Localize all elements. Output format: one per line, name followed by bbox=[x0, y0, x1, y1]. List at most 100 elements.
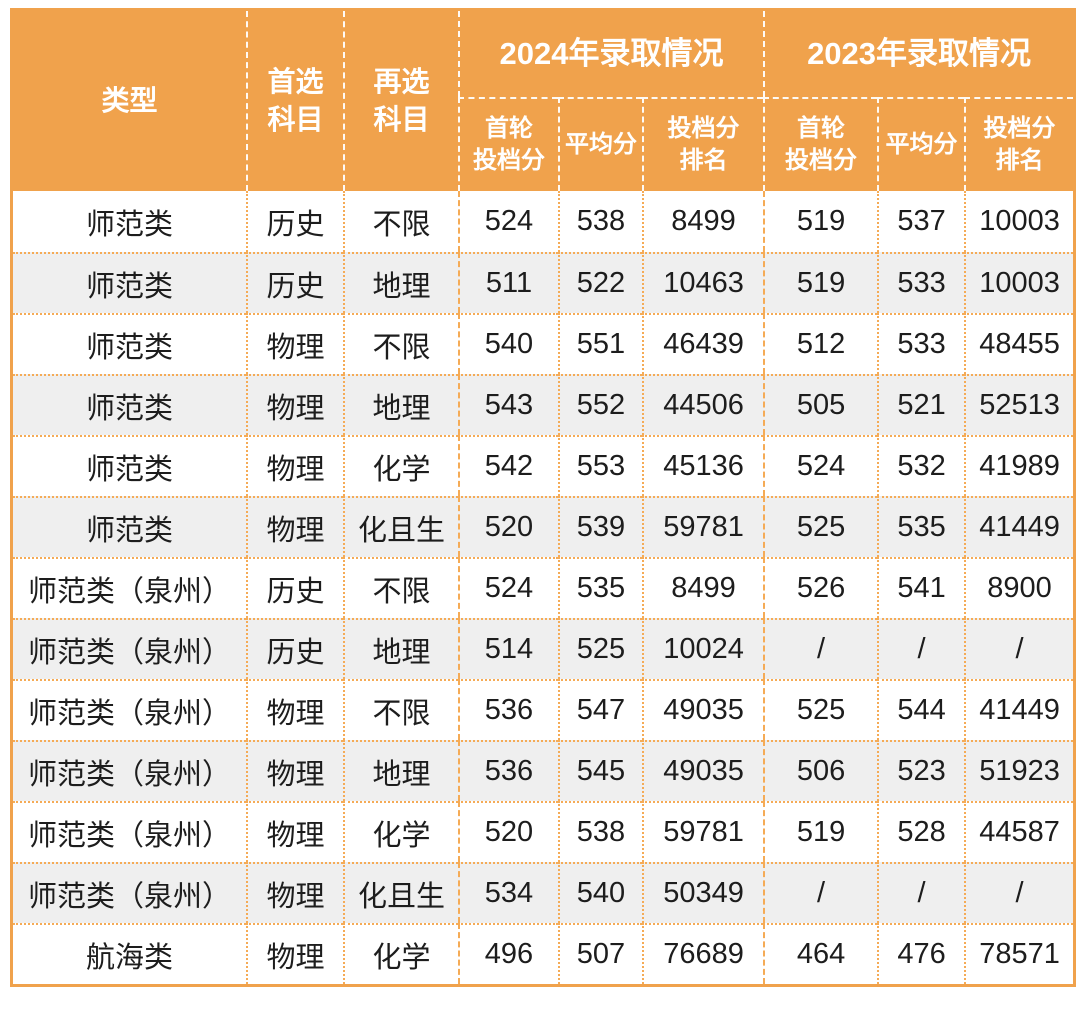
cell-type: 师范类 bbox=[13, 435, 246, 496]
col-header-2024-rank: 投档分 排名 bbox=[642, 97, 764, 191]
cell-2023-score-rank: 10003 bbox=[964, 252, 1074, 313]
cell-2024-score-rank: 59781 bbox=[642, 496, 764, 557]
col-header-type: 类型 bbox=[13, 11, 246, 191]
cell-type: 师范类（泉州） bbox=[13, 801, 246, 862]
cell-2024-avg-score: 538 bbox=[558, 801, 642, 862]
cell-first-subject: 物理 bbox=[246, 679, 343, 740]
table-body: 师范类 历史 不限 524 538 8499 519 537 10003 师范类… bbox=[13, 191, 1074, 984]
cell-2023-avg-score: 541 bbox=[877, 557, 965, 618]
cell-second-subject: 不限 bbox=[343, 191, 458, 252]
cell-first-subject: 物理 bbox=[246, 374, 343, 435]
cell-second-subject: 不限 bbox=[343, 679, 458, 740]
cell-2023-first-round-score: 519 bbox=[763, 252, 878, 313]
cell-first-subject: 物理 bbox=[246, 313, 343, 374]
cell-2023-score-rank: 8900 bbox=[964, 557, 1074, 618]
cell-type: 师范类 bbox=[13, 313, 246, 374]
table-row: 师范类 物理 化学 542 553 45136 524 532 41989 bbox=[13, 435, 1074, 496]
table-row: 师范类（泉州） 历史 地理 514 525 10024 / / / bbox=[13, 618, 1074, 679]
cell-2024-avg-score: 539 bbox=[558, 496, 642, 557]
cell-2023-avg-score: / bbox=[877, 618, 965, 679]
cell-2024-first-round-score: 514 bbox=[458, 618, 558, 679]
cell-2023-avg-score: 528 bbox=[877, 801, 965, 862]
table-row: 师范类（泉州） 物理 化学 520 538 59781 519 528 4458… bbox=[13, 801, 1074, 862]
table-row: 师范类（泉州） 历史 不限 524 535 8499 526 541 8900 bbox=[13, 557, 1074, 618]
cell-2024-avg-score: 551 bbox=[558, 313, 642, 374]
table-row: 师范类 物理 地理 543 552 44506 505 521 52513 bbox=[13, 374, 1074, 435]
cell-second-subject: 地理 bbox=[343, 618, 458, 679]
cell-2024-avg-score: 547 bbox=[558, 679, 642, 740]
cell-2023-score-rank: 78571 bbox=[964, 923, 1074, 984]
cell-2024-first-round-score: 520 bbox=[458, 801, 558, 862]
cell-2023-first-round-score: 512 bbox=[763, 313, 878, 374]
col-header-2023-rank: 投档分 排名 bbox=[964, 97, 1074, 191]
col-header-second-subject: 再选 科目 bbox=[343, 11, 458, 191]
cell-2024-score-rank: 59781 bbox=[642, 801, 764, 862]
col-header-2024-avg: 平均分 bbox=[558, 97, 642, 191]
cell-2023-score-rank: / bbox=[964, 618, 1074, 679]
cell-2024-score-rank: 76689 bbox=[642, 923, 764, 984]
cell-first-subject: 物理 bbox=[246, 740, 343, 801]
col-header-2023-avg: 平均分 bbox=[877, 97, 965, 191]
cell-2023-first-round-score: 519 bbox=[763, 191, 878, 252]
cell-second-subject: 化学 bbox=[343, 801, 458, 862]
col-header-2023-first-round: 首轮 投档分 bbox=[763, 97, 878, 191]
cell-2024-score-rank: 10024 bbox=[642, 618, 764, 679]
cell-second-subject: 地理 bbox=[343, 740, 458, 801]
cell-2024-first-round-score: 542 bbox=[458, 435, 558, 496]
cell-2024-score-rank: 46439 bbox=[642, 313, 764, 374]
cell-2023-avg-score: 533 bbox=[877, 252, 965, 313]
cell-2023-first-round-score: 525 bbox=[763, 679, 878, 740]
header-row-subcolumns: 首轮 投档分 平均分 投档分 排名 首轮 投档分 平均分 投档分 排名 bbox=[13, 97, 1074, 191]
cell-2023-avg-score: / bbox=[877, 862, 965, 923]
col-header-2024-first-round: 首轮 投档分 bbox=[458, 97, 558, 191]
cell-2024-first-round-score: 536 bbox=[458, 740, 558, 801]
table-row: 师范类（泉州） 物理 化且生 534 540 50349 / / / bbox=[13, 862, 1074, 923]
table-row: 师范类（泉州） 物理 地理 536 545 49035 506 523 5192… bbox=[13, 740, 1074, 801]
cell-2023-first-round-score: 464 bbox=[763, 923, 878, 984]
cell-2023-first-round-score: 505 bbox=[763, 374, 878, 435]
cell-second-subject: 化学 bbox=[343, 435, 458, 496]
table-row: 师范类 历史 地理 511 522 10463 519 533 10003 bbox=[13, 252, 1074, 313]
cell-2024-score-rank: 10463 bbox=[642, 252, 764, 313]
cell-2024-first-round-score: 511 bbox=[458, 252, 558, 313]
cell-2024-first-round-score: 496 bbox=[458, 923, 558, 984]
cell-second-subject: 不限 bbox=[343, 313, 458, 374]
cell-2024-score-rank: 49035 bbox=[642, 679, 764, 740]
cell-2024-first-round-score: 520 bbox=[458, 496, 558, 557]
cell-second-subject: 地理 bbox=[343, 252, 458, 313]
col-header-first-subject: 首选 科目 bbox=[246, 11, 343, 191]
cell-2023-first-round-score: 524 bbox=[763, 435, 878, 496]
cell-second-subject: 地理 bbox=[343, 374, 458, 435]
cell-2023-first-round-score: / bbox=[763, 862, 878, 923]
cell-2023-avg-score: 523 bbox=[877, 740, 965, 801]
table-row: 师范类 物理 不限 540 551 46439 512 533 48455 bbox=[13, 313, 1074, 374]
admission-scores-table: 类型 首选 科目 再选 科目 2024年录取情况 2023年录取情况 首轮 投档… bbox=[10, 8, 1077, 987]
cell-2024-score-rank: 8499 bbox=[642, 191, 764, 252]
cell-2024-avg-score: 552 bbox=[558, 374, 642, 435]
cell-2023-avg-score: 521 bbox=[877, 374, 965, 435]
cell-second-subject: 不限 bbox=[343, 557, 458, 618]
cell-2023-score-rank: 41449 bbox=[964, 679, 1074, 740]
cell-first-subject: 物理 bbox=[246, 923, 343, 984]
cell-first-subject: 历史 bbox=[246, 252, 343, 313]
cell-type: 师范类（泉州） bbox=[13, 618, 246, 679]
group-header-2023: 2023年录取情况 bbox=[763, 11, 1074, 97]
cell-type: 航海类 bbox=[13, 923, 246, 984]
cell-type: 师范类 bbox=[13, 252, 246, 313]
table-row: 师范类（泉州） 物理 不限 536 547 49035 525 544 4144… bbox=[13, 679, 1074, 740]
cell-type: 师范类（泉州） bbox=[13, 862, 246, 923]
cell-2024-avg-score: 540 bbox=[558, 862, 642, 923]
cell-first-subject: 历史 bbox=[246, 557, 343, 618]
cell-2023-avg-score: 537 bbox=[877, 191, 965, 252]
cell-2024-avg-score: 522 bbox=[558, 252, 642, 313]
cell-type: 师范类（泉州） bbox=[13, 740, 246, 801]
cell-2024-avg-score: 525 bbox=[558, 618, 642, 679]
cell-2023-score-rank: 52513 bbox=[964, 374, 1074, 435]
cell-2024-score-rank: 50349 bbox=[642, 862, 764, 923]
table-row: 航海类 物理 化学 496 507 76689 464 476 78571 bbox=[13, 923, 1074, 984]
table-header: 类型 首选 科目 再选 科目 2024年录取情况 2023年录取情况 首轮 投档… bbox=[13, 11, 1074, 191]
cell-2024-first-round-score: 524 bbox=[458, 557, 558, 618]
cell-2023-avg-score: 532 bbox=[877, 435, 965, 496]
cell-2024-first-round-score: 524 bbox=[458, 191, 558, 252]
cell-first-subject: 物理 bbox=[246, 496, 343, 557]
